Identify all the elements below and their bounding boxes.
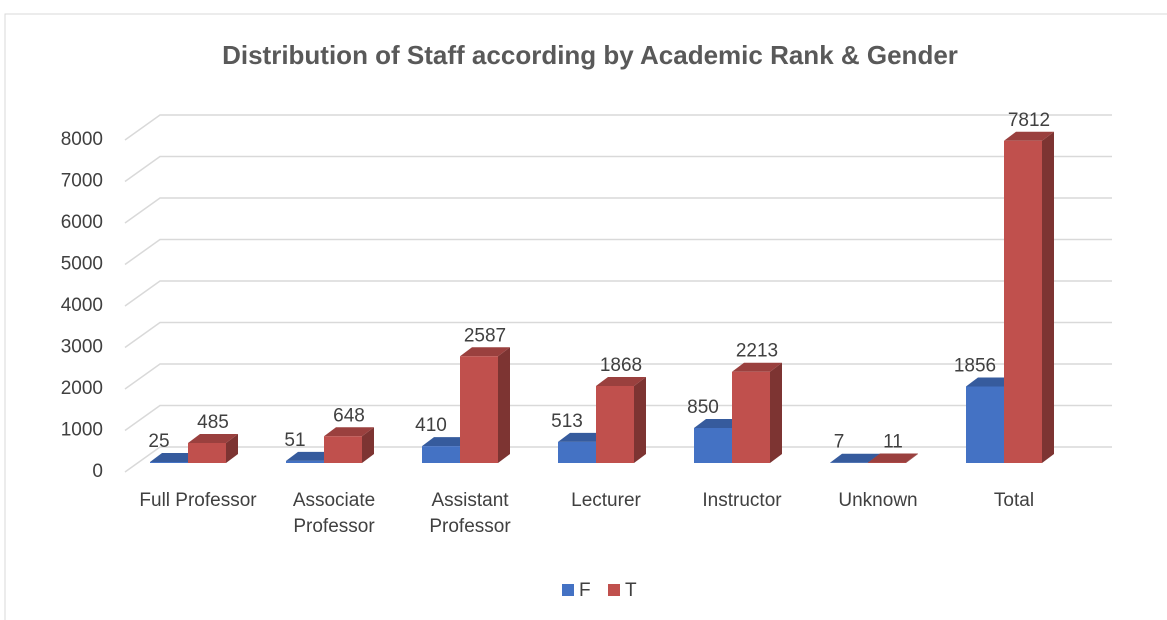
data-label: 25: [148, 431, 169, 452]
data-label: 11: [883, 432, 903, 453]
grid-line: [124, 114, 1112, 141]
bar-face: [286, 460, 324, 463]
bar-face: [362, 427, 374, 463]
x-tick-label: Unknown: [838, 490, 918, 511]
bar-face: [150, 452, 200, 462]
y-tick-label: 8000: [61, 129, 103, 150]
data-label: 1856: [954, 355, 996, 376]
data-label: 51: [284, 430, 305, 451]
bar: [460, 347, 510, 463]
bar: [732, 362, 782, 463]
legend-label: F: [579, 580, 591, 601]
bar-face: [906, 453, 918, 463]
y-tick-label: 6000: [61, 212, 103, 233]
bar-face: [422, 437, 472, 447]
legend-swatch: [562, 584, 574, 596]
bar-face: [732, 371, 770, 463]
bar: [188, 433, 238, 463]
data-label: 7812: [1008, 110, 1050, 131]
bar-face: [460, 347, 510, 357]
data-label: 2213: [736, 341, 778, 362]
bar-face: [694, 427, 732, 463]
legend-label: T: [625, 580, 637, 601]
grid-line: [124, 363, 1112, 390]
data-label: 1868: [600, 355, 642, 376]
y-tick-label: 7000: [61, 171, 103, 192]
bar-face: [868, 453, 918, 463]
grid-line: [124, 197, 1112, 224]
x-tick-label: Total: [993, 490, 1035, 511]
y-tick-label: 0: [92, 461, 103, 482]
bar-face: [1042, 131, 1054, 463]
grid-line: [124, 238, 1112, 266]
data-label: 485: [197, 412, 229, 433]
bar: [596, 376, 646, 463]
bar-face: [596, 385, 634, 463]
x-tick-label: Lecturer: [571, 490, 641, 511]
y-tick-label: 5000: [61, 254, 103, 275]
x-tick-label: Full Professor: [139, 490, 257, 511]
bar-face: [498, 347, 510, 463]
bar-face: [422, 446, 460, 463]
y-tick-label: 1000: [61, 420, 103, 441]
bar: [324, 427, 374, 463]
grid-line: [124, 404, 1112, 432]
bar-face: [150, 461, 188, 463]
bar-face: [558, 441, 596, 463]
y-tick-label: 3000: [61, 337, 103, 358]
x-tick-label: Instructor: [702, 490, 782, 511]
bar-face: [286, 451, 336, 461]
data-label: 648: [333, 405, 365, 426]
bar-face: [694, 418, 744, 428]
bar-face: [966, 377, 1016, 387]
bar-face: [188, 442, 226, 463]
bar-face: [460, 356, 498, 463]
bar: [868, 453, 918, 463]
grid-line: [124, 155, 1112, 183]
bar-face: [770, 362, 782, 463]
bar-face: [966, 386, 1004, 463]
bar: [1004, 131, 1054, 463]
y-tick-label: 2000: [61, 378, 103, 399]
data-label: 2587: [464, 325, 506, 346]
bar-face: [732, 362, 782, 372]
y-tick-label: 4000: [61, 295, 103, 316]
bar-face: [830, 453, 880, 463]
grid-line: [124, 280, 1112, 307]
chart-border: [4, 13, 1167, 620]
bar-face: [324, 427, 374, 437]
x-tick-label: Associate Professor: [292, 490, 376, 537]
data-label: 410: [415, 415, 447, 436]
x-tick-label: Assistant Professor: [429, 490, 511, 537]
grid-line: [124, 321, 1112, 349]
bar-face: [558, 432, 608, 442]
bar-face: [188, 433, 238, 443]
data-label: 850: [687, 397, 719, 418]
bar-face: [226, 433, 238, 463]
bar-face: [634, 376, 646, 463]
chart-title: Distribution of Staff according by Acade…: [222, 40, 958, 70]
bar-face: [596, 376, 646, 386]
bar-face: [324, 436, 362, 463]
bar-face: [1004, 131, 1054, 141]
legend-swatch: [608, 584, 620, 596]
bar-face: [1004, 140, 1042, 463]
grid-line: [124, 446, 1112, 473]
data-label: 7: [834, 432, 845, 453]
data-label: 513: [551, 411, 583, 432]
